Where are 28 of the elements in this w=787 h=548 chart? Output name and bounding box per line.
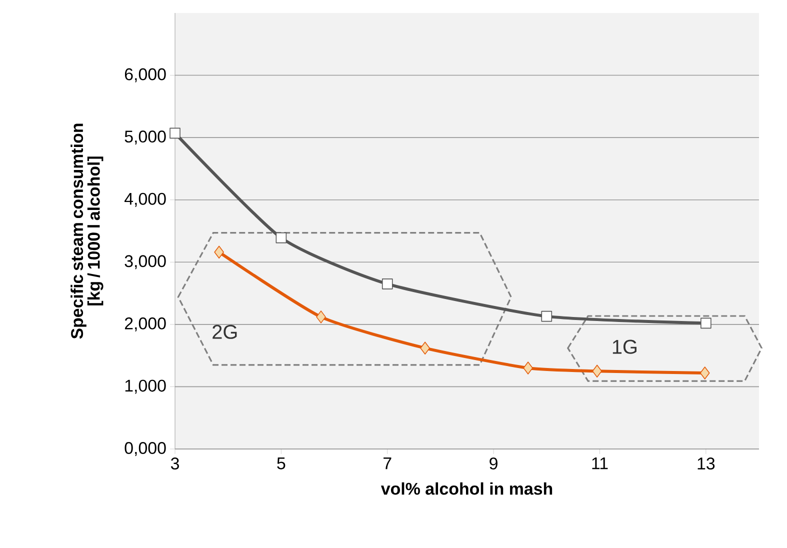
y-tick-label: 3,000 xyxy=(124,255,166,270)
x-tick-label: 7 xyxy=(384,458,392,470)
x-tick-label: 13 xyxy=(698,458,715,470)
annotation: 1G xyxy=(612,340,636,354)
y-tick-label: 6,000 xyxy=(124,68,166,82)
annotation: 2G xyxy=(212,324,237,339)
point xyxy=(700,318,712,329)
x-tick-label: 9 xyxy=(490,458,498,470)
point xyxy=(170,128,180,139)
x-tick-label: 11 xyxy=(592,458,608,470)
point xyxy=(592,364,602,378)
point xyxy=(541,310,552,322)
y-tick-label: 1,000 xyxy=(125,380,166,394)
point xyxy=(214,246,224,259)
point xyxy=(523,362,533,374)
y-tick-label: 0,000 xyxy=(124,442,166,456)
x-tick-label: 3 xyxy=(170,458,179,470)
y-axis-title: Specific steam consumtion [kg / 1000 l alcohol] xyxy=(70,124,104,339)
point xyxy=(382,278,393,290)
y-tick-label: 2,000 xyxy=(124,317,166,332)
y-tick-label: 5,000 xyxy=(124,130,166,145)
y-tick-label: 4,000 xyxy=(124,192,166,207)
point xyxy=(276,232,287,244)
point xyxy=(700,366,710,380)
x-axis-title: vol% alcohol in mash xyxy=(380,482,552,495)
point xyxy=(316,310,326,324)
x-tick-label: 5 xyxy=(277,458,286,470)
point xyxy=(420,342,430,354)
